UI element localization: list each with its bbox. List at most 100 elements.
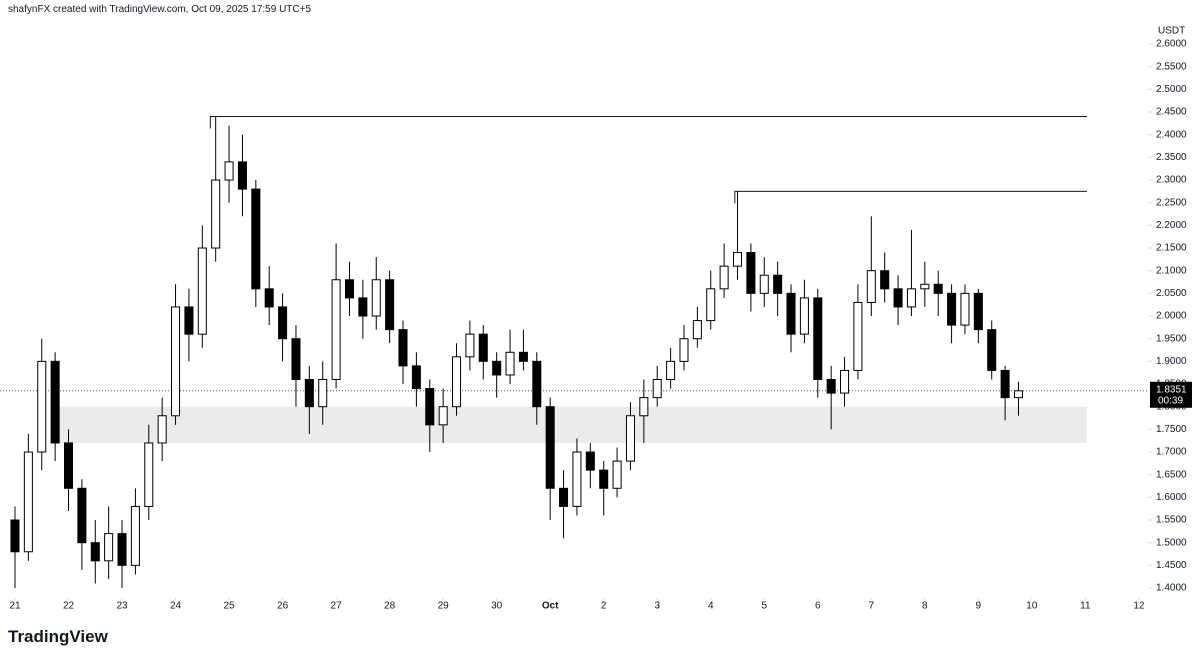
candle-body (130, 505, 140, 566)
candle-body (211, 179, 221, 249)
candle-body (799, 297, 809, 335)
x-tick-label: 26 (277, 601, 289, 612)
candle-body (719, 265, 729, 290)
candle-body (639, 397, 649, 417)
y-tick-label: 2.6000 (1156, 39, 1187, 50)
candle-body (144, 442, 154, 507)
candle-body (692, 320, 702, 340)
candle-body (933, 283, 943, 294)
candle-body (706, 288, 716, 322)
candle-body (77, 487, 87, 544)
y-tick-label: 2.4000 (1156, 129, 1187, 140)
candle-body (171, 306, 181, 417)
candle-body (666, 360, 676, 380)
y-tick-label: 2.1000 (1156, 265, 1187, 276)
y-tick-label: 2.3000 (1156, 175, 1187, 186)
candle-body (880, 270, 890, 290)
candle-body (1013, 390, 1023, 399)
candle-body (104, 533, 114, 562)
candle-body (291, 338, 301, 380)
y-tick-label: 2.0000 (1156, 311, 1187, 322)
candle-body (10, 519, 20, 553)
unit-label: USDT (1158, 26, 1185, 37)
x-tick-label: 21 (9, 601, 21, 612)
candle-body (344, 279, 354, 299)
candle-body (746, 252, 756, 294)
candle-body (411, 365, 421, 390)
x-tick-label: 8 (922, 601, 928, 612)
candle-body (465, 333, 475, 358)
y-tick-label: 2.2500 (1156, 197, 1187, 208)
x-tick-label: 5 (761, 601, 767, 612)
candle-body (63, 442, 74, 489)
x-tick-label: 3 (654, 601, 660, 612)
candle-body (866, 270, 876, 303)
candle-body (492, 360, 502, 376)
y-tick-label: 1.9500 (1156, 333, 1187, 344)
candle-body (117, 533, 127, 566)
candle-body (224, 161, 234, 181)
candle-body (625, 415, 635, 462)
level-line (734, 190, 1087, 204)
candle-body (518, 351, 528, 362)
y-tick-label: 1.6500 (1156, 469, 1187, 480)
countdown-label: 00:39 (1158, 395, 1183, 406)
candle-body (304, 378, 314, 408)
candle-body (197, 247, 207, 335)
candle-body (184, 306, 194, 335)
y-tick-label: 2.5500 (1156, 61, 1187, 72)
x-tick-label: 30 (491, 601, 503, 612)
y-tick-label: 2.0500 (1156, 288, 1187, 299)
candle-body (37, 360, 47, 453)
candle-body (893, 288, 903, 308)
candle-body (452, 356, 462, 408)
x-tick-label: 24 (170, 601, 182, 612)
candle-body (385, 279, 395, 331)
candle-body (826, 378, 836, 394)
x-tick-label: Oct (542, 601, 559, 612)
candle-body (50, 360, 60, 444)
candle-body (331, 279, 341, 380)
candle-body (278, 306, 288, 340)
x-tick-label: 6 (815, 601, 821, 612)
x-tick-label: 4 (708, 601, 714, 612)
candle-body (947, 292, 957, 326)
candle-body (987, 329, 997, 371)
last-price-label: 1.8351 (1156, 384, 1187, 395)
candle-body (679, 338, 689, 362)
x-tick-label: 12 (1133, 601, 1145, 612)
x-tick-label: 29 (438, 601, 450, 612)
x-tick-label: 7 (869, 601, 875, 612)
candle-body (90, 542, 100, 562)
x-tick-label: 22 (63, 601, 75, 612)
y-tick-label: 1.9000 (1156, 356, 1187, 367)
level-line (209, 116, 1087, 129)
candle-body (358, 297, 368, 317)
candle-body (438, 406, 448, 426)
zone (51, 406, 1087, 443)
candle-body (478, 333, 488, 362)
candle-body (572, 451, 582, 507)
candle-body (906, 288, 916, 308)
candle-body (237, 161, 247, 190)
candle-body (251, 188, 261, 290)
candle-body (371, 279, 381, 317)
candle-body (853, 301, 863, 371)
candle-body (599, 469, 609, 489)
y-tick-label: 1.7000 (1156, 447, 1187, 458)
y-tick-label: 1.5500 (1156, 515, 1187, 526)
brand-logo: TradingView (8, 627, 108, 646)
candle-body (732, 252, 743, 267)
candle-body (585, 451, 595, 471)
y-tick-label: 1.6000 (1156, 492, 1187, 503)
candle-body (318, 378, 328, 408)
x-tick-label: 2 (601, 601, 607, 612)
candle-body (264, 288, 274, 308)
candle-body (559, 487, 569, 507)
candle-body (398, 329, 408, 367)
candle-body (840, 369, 850, 394)
y-tick-label: 2.3500 (1156, 152, 1187, 163)
candle-body (786, 292, 796, 335)
